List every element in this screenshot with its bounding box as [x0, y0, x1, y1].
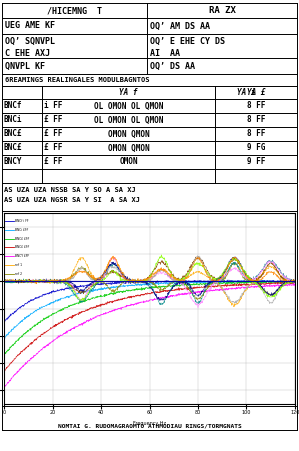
Text: £ FF: £ FF	[44, 129, 62, 138]
Text: £ FF: £ FF	[44, 143, 62, 152]
Text: BNCi £FF: BNCi £FF	[15, 228, 28, 232]
Text: C EHE AXJ: C EHE AXJ	[5, 49, 50, 57]
Text: 8 FF: 8 FF	[247, 101, 265, 110]
Text: BNCY: BNCY	[4, 157, 22, 166]
Text: OQ’ AM DS AA: OQ’ AM DS AA	[150, 22, 210, 31]
Text: QNVPL KF: QNVPL KF	[5, 61, 45, 70]
X-axis label: Frequency Hz: Frequency Hz	[133, 421, 166, 426]
Text: BNCf: BNCf	[4, 101, 22, 110]
Text: BNCf i FF: BNCf i FF	[15, 219, 28, 223]
Text: ref 3: ref 3	[15, 281, 22, 284]
Text: 9 FF: 9 FF	[247, 157, 265, 166]
Text: 8 FF: 8 FF	[247, 129, 265, 138]
Text: BNC£ £FF: BNC£ £FF	[15, 245, 29, 249]
Text: BNCi: BNCi	[4, 115, 22, 124]
Text: BNCY £FF: BNCY £FF	[15, 254, 29, 258]
Text: /HICEMNG  T: /HICEMNG T	[47, 6, 102, 15]
Text: 6REAMINGS REALINGALES MODULBAGNTOS: 6REAMINGS REALINGALES MODULBAGNTOS	[5, 77, 150, 83]
Text: YA £: YA £	[247, 88, 265, 97]
Text: i FF: i FF	[44, 101, 62, 110]
Text: 8 FF: 8 FF	[247, 115, 265, 124]
Text: OMON QMON: OMON QMON	[108, 129, 149, 138]
Text: ref 2: ref 2	[15, 272, 22, 276]
Text: OQ’ E EHE CY DS: OQ’ E EHE CY DS	[150, 37, 225, 46]
Text: AI  AA: AI AA	[150, 49, 180, 57]
Text: BNC£: BNC£	[4, 129, 22, 138]
Text: BNC£ £FF: BNC£ £FF	[15, 237, 29, 241]
Text: AS UZA UZA NSSB SA Y SO A SA XJ: AS UZA UZA NSSB SA Y SO A SA XJ	[4, 187, 136, 193]
Text: OQ’ DS AA: OQ’ DS AA	[150, 61, 195, 70]
Text: YA i: YA i	[237, 88, 255, 97]
Text: ref 1: ref 1	[15, 263, 22, 267]
Text: OMON QMON: OMON QMON	[108, 143, 149, 152]
Text: £ FF: £ FF	[44, 115, 62, 124]
Text: OMON: OMON	[119, 157, 138, 166]
Text: UEG AME KF: UEG AME KF	[5, 22, 55, 31]
Text: YA f: YA f	[119, 88, 138, 97]
Text: OQ’ SQNVPL: OQ’ SQNVPL	[5, 37, 55, 46]
Text: AS UZA UZA NGSR SA Y SI  A SA XJ: AS UZA UZA NGSR SA Y SI A SA XJ	[4, 197, 140, 203]
Text: NOMTAI G. RUDOMAGRAOMTO ATHMODIAU RINGS/TORMGNATS: NOMTAI G. RUDOMAGRAOMTO ATHMODIAU RINGS/…	[58, 423, 241, 428]
Text: OL OMON OL QMON: OL OMON OL QMON	[94, 101, 163, 110]
Text: 9 FG: 9 FG	[247, 143, 265, 152]
Text: BNC£: BNC£	[4, 143, 22, 152]
Text: OL OMON OL QMON: OL OMON OL QMON	[94, 115, 163, 124]
Text: RA ZX: RA ZX	[209, 6, 235, 15]
Text: £ FF: £ FF	[44, 157, 62, 166]
